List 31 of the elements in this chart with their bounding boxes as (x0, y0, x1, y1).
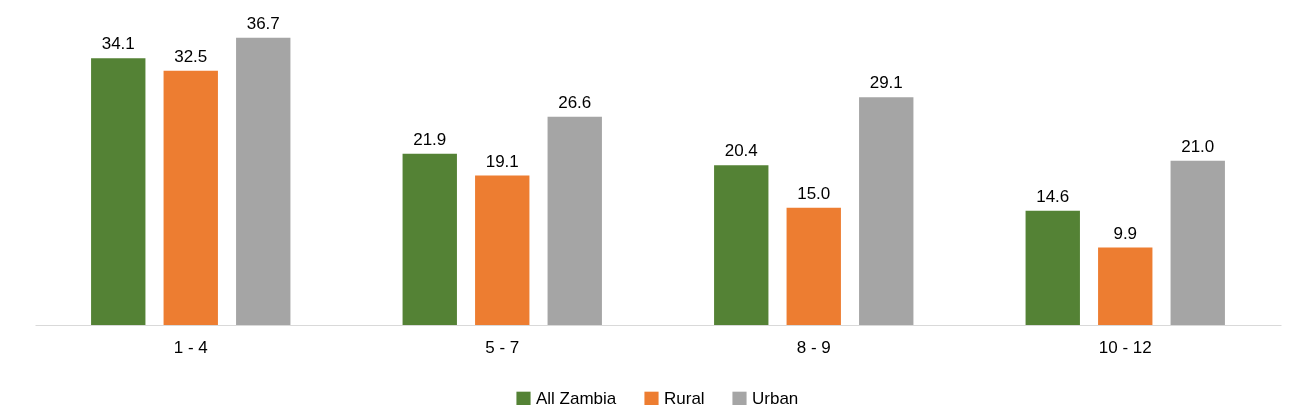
bar (859, 97, 914, 325)
bar (91, 58, 146, 325)
data-label: 26.6 (558, 92, 592, 112)
data-label: 20.4 (724, 141, 758, 161)
x-tick-label: 1 - 4 (173, 337, 208, 357)
data-label: 29.1 (869, 73, 903, 93)
bar (714, 165, 769, 325)
legend-label: Rural (664, 388, 705, 405)
legend-label: All Zambia (536, 388, 617, 405)
data-label: 21.0 (1181, 136, 1215, 156)
bar (236, 37, 291, 325)
x-tick-label: 10 - 12 (1098, 337, 1152, 357)
data-label: 9.9 (1113, 223, 1138, 243)
data-label: 36.7 (246, 13, 280, 33)
x-tick-label: 5 - 7 (485, 337, 520, 357)
x-tick-label: 8 - 9 (796, 337, 831, 357)
bar (786, 207, 841, 325)
data-label: 19.1 (485, 151, 519, 171)
data-label: 14.6 (1036, 186, 1070, 206)
bar (163, 70, 218, 325)
data-label: 15.0 (797, 183, 831, 203)
legend-label: Urban (752, 388, 799, 405)
data-label: 32.5 (174, 46, 208, 66)
data-label: 21.9 (413, 129, 447, 149)
data-label: 34.1 (101, 34, 135, 54)
bar (402, 153, 457, 325)
bar (1098, 247, 1153, 325)
bar (475, 175, 530, 325)
bar (1025, 210, 1080, 325)
bar (1170, 160, 1225, 325)
bar (547, 116, 602, 325)
